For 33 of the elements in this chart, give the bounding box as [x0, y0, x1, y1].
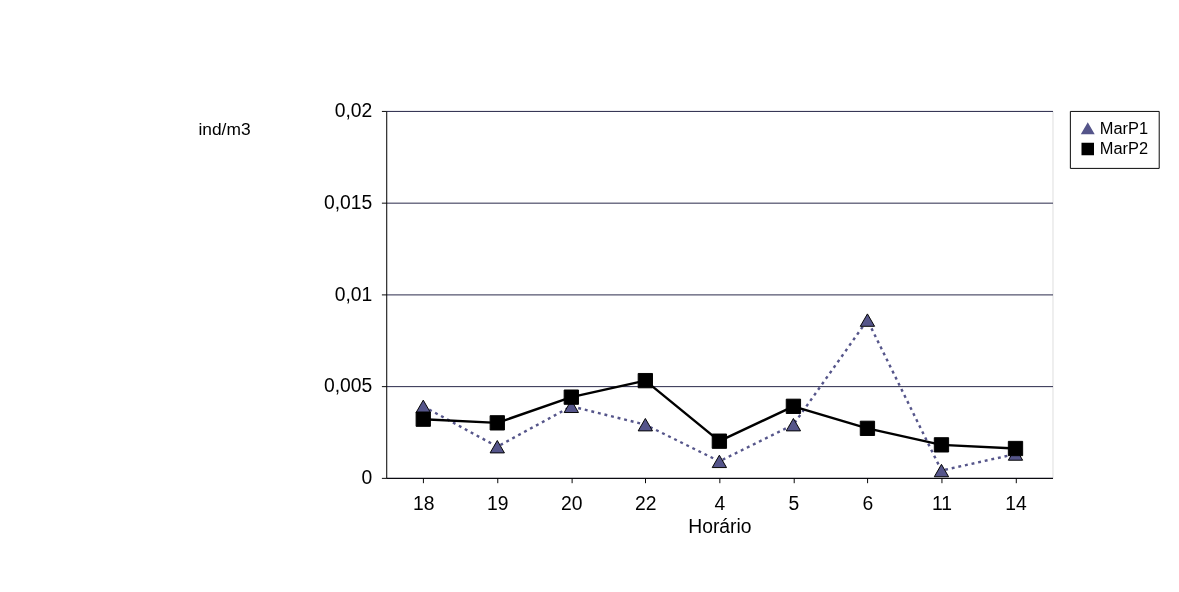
point: [415, 411, 431, 427]
point: [785, 398, 802, 414]
x-tick-label: 19: [487, 493, 509, 515]
point: [933, 437, 950, 453]
point: [785, 417, 802, 432]
point: [637, 372, 653, 389]
x-axis-title: Horário: [688, 516, 752, 538]
point: [711, 433, 728, 449]
y-axis-title: ind/m3: [198, 118, 251, 139]
x-tick-label: 14: [1005, 493, 1027, 515]
y-tick-label: 0,01: [334, 283, 373, 305]
point: [859, 313, 876, 327]
y-tick-label: 0,015: [323, 191, 373, 213]
point: [489, 415, 505, 431]
x-tick-label: 4: [714, 493, 726, 515]
legend-label: MarP2: [1099, 138, 1149, 157]
x-tick-label: 22: [635, 493, 657, 515]
point: [563, 389, 579, 405]
point: [489, 440, 505, 454]
point: [933, 463, 950, 478]
legend-label: MarP1: [1099, 118, 1149, 137]
x-tick-label: 5: [788, 493, 800, 515]
point: [637, 417, 653, 432]
point: [711, 454, 728, 469]
point: [859, 420, 876, 436]
x-tick-label: 11: [931, 493, 952, 515]
x-tick-label: 6: [862, 493, 874, 515]
y-tick-label: 0: [361, 467, 373, 489]
y-tick-label: 0,005: [323, 375, 373, 397]
x-tick-label: 18: [413, 493, 435, 515]
y-tick-label: 0,02: [334, 100, 373, 122]
x-tick-label: 20: [561, 493, 583, 515]
point: [1007, 440, 1024, 457]
